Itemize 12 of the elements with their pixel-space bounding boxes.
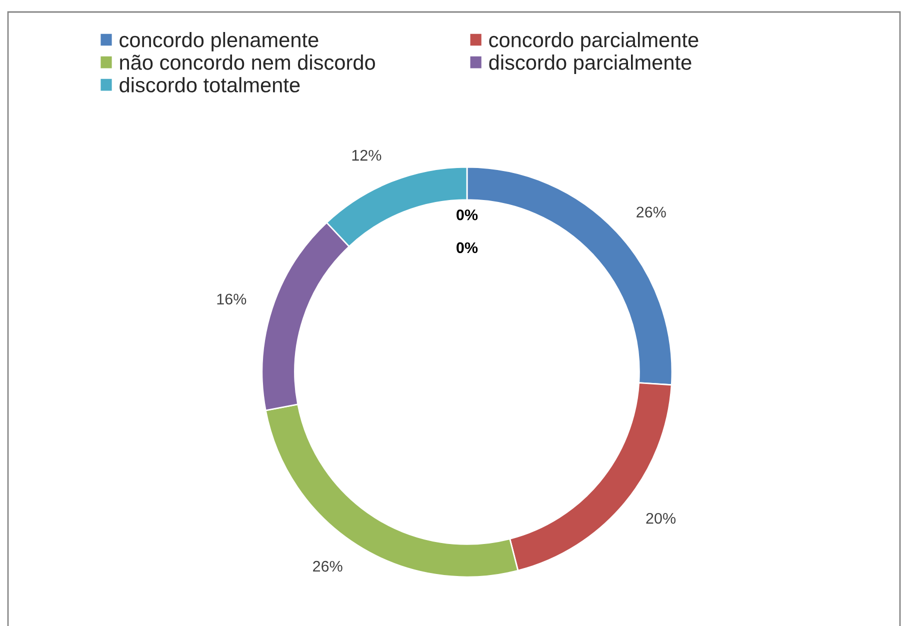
legend-label: discordo totalmente <box>120 77 300 92</box>
legend-label: concordo parcialmente <box>489 32 698 52</box>
data-label: 12% <box>352 150 382 161</box>
legend-label: discordo parcialmente <box>489 54 692 74</box>
data-label: 16% <box>217 294 246 305</box>
text: 0% <box>456 242 478 254</box>
data-label: 20% <box>646 512 676 524</box>
data-label: 26% <box>313 560 342 572</box>
text: 0% <box>456 209 478 220</box>
legend-label: não concordo nem discordo <box>120 54 375 70</box>
legend-label: concordo plenamente <box>120 32 318 52</box>
data-label: 26% <box>636 206 666 218</box>
